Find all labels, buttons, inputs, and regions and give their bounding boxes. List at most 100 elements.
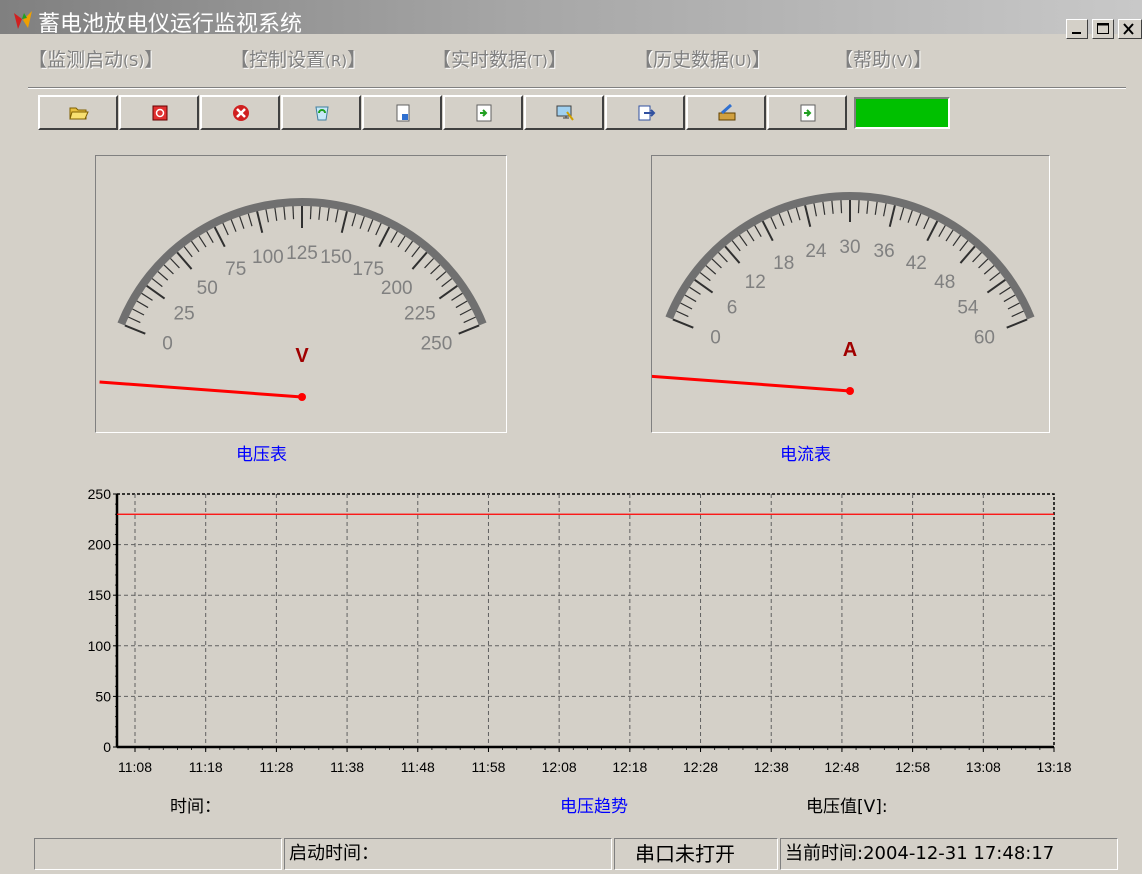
minor-tick: [463, 316, 476, 324]
gauge-tick-label: 6: [727, 298, 738, 319]
start-time-panel: 启动时间：: [284, 838, 612, 870]
settings-button[interactable]: [686, 95, 766, 130]
export-button[interactable]: [605, 95, 685, 130]
menu-bar: 【监测启动(S)】 【控制设置(R)】 【实时数据(T)】 【历史数据(U)】 …: [0, 45, 1142, 73]
import-button[interactable]: [443, 95, 523, 130]
minor-tick: [309, 206, 312, 220]
gauge-arc: [117, 198, 487, 326]
minor-tick: [999, 286, 1011, 295]
close-button[interactable]: [1118, 19, 1142, 39]
gauge-arc: [665, 192, 1035, 320]
minor-tick: [206, 231, 214, 244]
x-tick-label: 12:28: [683, 759, 718, 775]
major-tick: [761, 220, 774, 242]
major-tick: [213, 226, 226, 248]
gauge-tick-label: 54: [957, 298, 979, 319]
plot-frame: [116, 493, 1055, 748]
open-button[interactable]: [38, 95, 118, 130]
gauge-tick-label: 18: [773, 253, 794, 274]
gauge-tick-label: 75: [225, 259, 246, 280]
menu-hotkey: (R): [325, 52, 348, 70]
gauge-tick-label: 12: [745, 272, 766, 293]
minor-tick: [866, 200, 869, 214]
gauge-tick-label: 150: [320, 247, 352, 268]
menu-hotkey: (T): [527, 52, 548, 70]
gauge-tick-label: 25: [174, 304, 195, 325]
minor-tick: [265, 209, 269, 223]
refresh-button[interactable]: [281, 95, 361, 130]
gauge-tick-label: 0: [710, 328, 721, 349]
current-time-panel: 当前时间:2004-12-31 17:48:17: [780, 838, 1118, 870]
minor-tick: [411, 246, 421, 258]
menu-label: 【帮助: [834, 49, 892, 71]
cancel-button[interactable]: [200, 95, 280, 130]
minor-tick: [959, 240, 969, 252]
minor-tick: [136, 300, 149, 309]
minor-tick: [989, 272, 1001, 282]
menu-realtime-data[interactable]: 【实时数据(T)】: [432, 45, 567, 72]
menu-bracket: 】: [347, 49, 367, 71]
minor-tick: [705, 265, 717, 275]
monitor-button[interactable]: [524, 95, 604, 130]
x-tick-label: 11:58: [471, 759, 505, 775]
menu-bracket: 】: [547, 49, 567, 71]
voltmeter-caption: 电压表: [236, 445, 287, 465]
menu-control-settings[interactable]: 【控制设置(R)】: [230, 45, 366, 72]
minor-tick: [222, 222, 229, 236]
ammeter-panel: 0 6 12 18 24 30 36 42 48 54 60 A: [647, 155, 1050, 433]
major-tick: [804, 205, 812, 227]
minor-tick: [274, 207, 278, 221]
minor-tick: [435, 271, 447, 281]
major-tick: [438, 285, 458, 300]
minor-tick: [151, 278, 163, 288]
save-button[interactable]: [362, 95, 442, 130]
needle-pivot: [846, 387, 854, 395]
settings-icon: [718, 104, 736, 121]
gauge-tick-label: 30: [839, 237, 860, 258]
menu-monitor-start[interactable]: 【监测启动(S)】: [28, 45, 163, 72]
minor-tick: [899, 207, 905, 221]
voltage-trend-chart: 0 50 100 150 200 250 11:08 11:18 11:28 11:38 11:48…: [60, 478, 1142, 788]
minor-tick: [359, 216, 365, 229]
minor-tick: [676, 310, 689, 318]
x-tick-label: 12:38: [754, 759, 789, 775]
document-button[interactable]: [767, 95, 847, 130]
minor-tick: [978, 258, 989, 269]
y-tick-label: 0: [103, 739, 111, 755]
minor-tick: [367, 219, 374, 232]
minor-tick: [787, 210, 793, 223]
minor-tick: [1007, 302, 1020, 310]
minor-tick: [907, 210, 913, 223]
minimize-button[interactable]: [1066, 19, 1088, 39]
minor-tick: [326, 207, 330, 221]
minor-tick: [770, 216, 777, 230]
minor-tick: [831, 200, 834, 214]
menu-history-data[interactable]: 【历史数据(U)】: [634, 45, 771, 72]
minor-tick: [128, 316, 141, 324]
gauge-needle: [647, 374, 851, 393]
minor-tick: [430, 264, 441, 275]
minor-tick: [983, 265, 995, 275]
needle-pivot: [298, 393, 306, 401]
minor-tick: [141, 292, 153, 301]
minor-tick: [132, 308, 145, 316]
minor-tick: [397, 235, 406, 248]
chart-title: 电压趋势: [560, 797, 628, 817]
minor-tick: [883, 203, 887, 217]
minor-tick: [699, 272, 711, 282]
voltage-value-label: 电压值[V]:: [806, 797, 888, 817]
maximize-button[interactable]: [1092, 19, 1114, 39]
stop-button[interactable]: [119, 95, 199, 130]
major-tick: [672, 318, 694, 329]
minor-tick: [972, 252, 982, 263]
minor-tick: [1011, 310, 1024, 318]
menu-help[interactable]: 【帮助(V)】: [834, 45, 932, 72]
close-icon: [1123, 23, 1134, 35]
gauge-tick-label: 250: [421, 334, 453, 355]
minor-tick: [157, 271, 169, 281]
voltmeter-panel: 0 25 50 75 100 125 150 175 200 225 250 V: [95, 155, 507, 433]
import-icon: [476, 104, 492, 122]
minor-tick: [441, 278, 453, 288]
